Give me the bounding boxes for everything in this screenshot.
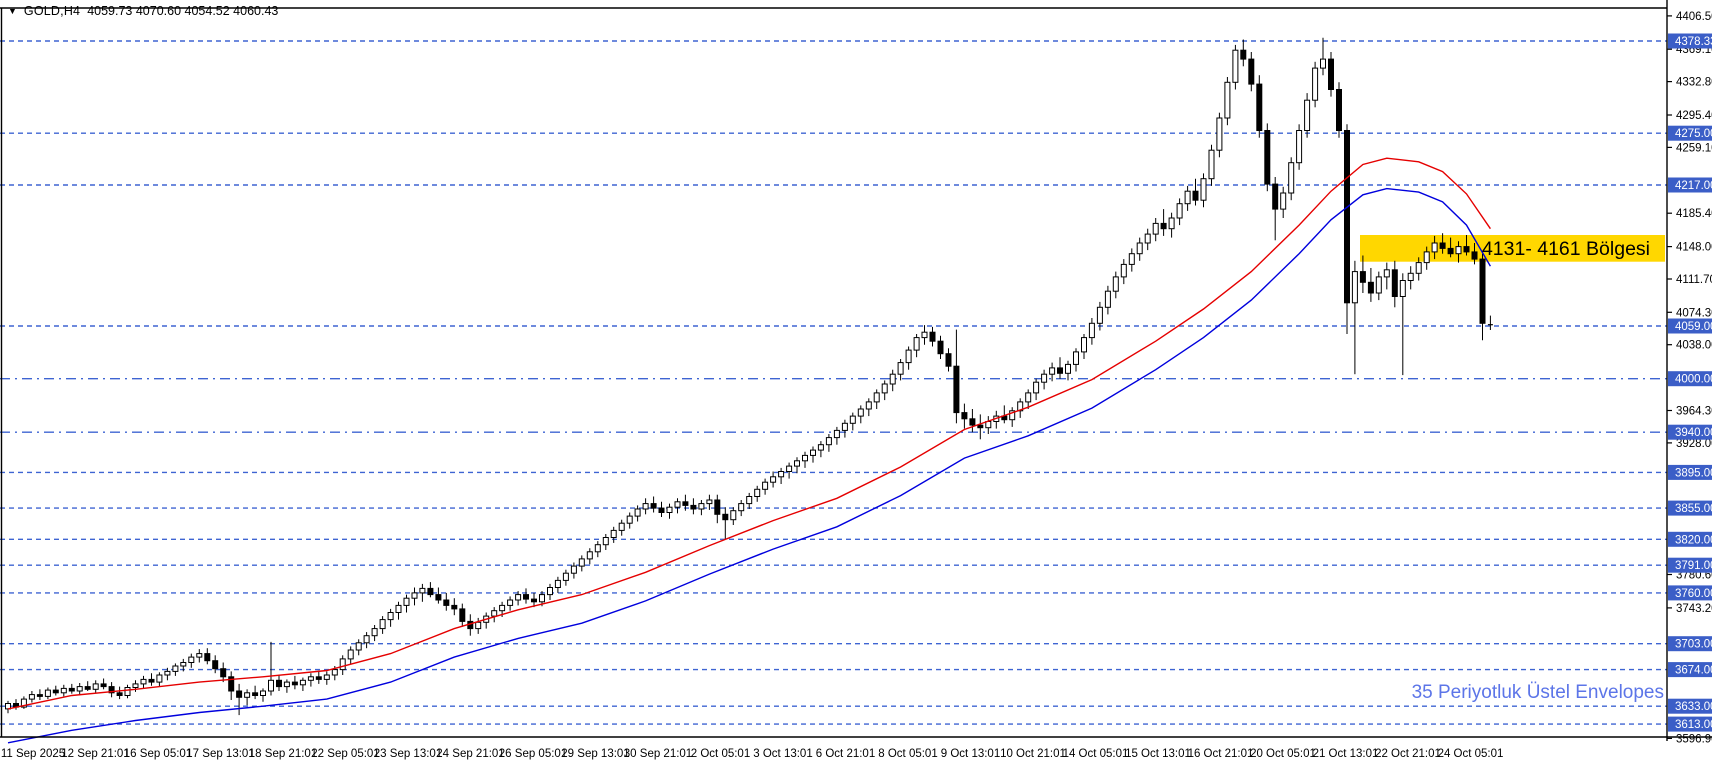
svg-text:4217.00: 4217.00 xyxy=(1675,180,1712,192)
price-level-badge: 4000.00 xyxy=(1668,371,1712,387)
chart-frame xyxy=(0,0,1712,741)
price-tick-label: 4148.00 xyxy=(1676,242,1712,254)
candles-layer xyxy=(5,37,1493,716)
svg-text:4275.00: 4275.00 xyxy=(1675,128,1712,140)
svg-text:3791.00: 3791.00 xyxy=(1675,560,1712,572)
chart-title-bar: ▼ GOLD,H4 4059.73 4070.60 4054.52 4060.4… xyxy=(8,4,278,18)
time-tick-label: 30 Sep 21:01 xyxy=(624,748,692,760)
svg-text:3703.00: 3703.00 xyxy=(1675,639,1712,651)
time-tick-label: 15 Oct 13:01 xyxy=(1125,748,1191,760)
price-tick-label: 4038.00 xyxy=(1676,340,1712,352)
price-tick-label: 3964.30 xyxy=(1676,406,1712,418)
svg-text:3613.00: 3613.00 xyxy=(1675,719,1712,731)
price-tick-label: 3743.20 xyxy=(1676,603,1712,615)
time-tick-label: 6 Oct 21:01 xyxy=(816,748,875,760)
envelopes-annotation: 35 Periyotluk Üstel Envelopes xyxy=(1412,682,1664,703)
svg-text:3940.00: 3940.00 xyxy=(1675,427,1712,439)
price-tick-label: 4406.50 xyxy=(1676,11,1712,23)
svg-text:3633.00: 3633.00 xyxy=(1675,701,1712,713)
price-level-badge: 4217.00 xyxy=(1668,177,1712,193)
price-tick-label: 4111.70 xyxy=(1676,274,1712,286)
price-level-badge: 3760.00 xyxy=(1668,585,1712,601)
time-tick-label: 24 Sep 21:01 xyxy=(436,748,504,760)
price-level-badge: 3633.00 xyxy=(1668,698,1712,714)
price-level-badge: 3703.00 xyxy=(1668,636,1712,652)
price-level-badge: 3820.00 xyxy=(1668,531,1712,547)
price-level-badge: 4059.00 xyxy=(1668,318,1712,334)
svg-text:3820.00: 3820.00 xyxy=(1675,534,1712,546)
time-tick-label: 22 Oct 21:01 xyxy=(1375,748,1441,760)
ohlc-quote-label: 4059.73 4070.60 4054.52 4060.43 xyxy=(87,4,279,18)
time-tick-label: 29 Sep 13:01 xyxy=(561,748,629,760)
time-tick-label: 14 Oct 05:01 xyxy=(1063,748,1129,760)
price-level-lines xyxy=(0,40,1667,725)
price-tick-label: 3596.90 xyxy=(1676,733,1712,745)
svg-text:3855.00: 3855.00 xyxy=(1675,503,1712,515)
price-tick-label: 3928.00 xyxy=(1676,438,1712,450)
time-tick-label: 8 Oct 05:01 xyxy=(878,748,937,760)
time-tick-label: 20 Oct 05:01 xyxy=(1250,748,1316,760)
price-axis[interactable]: 4406.504369.104332.804295.404259.104185.… xyxy=(1667,11,1712,746)
svg-text:3674.00: 3674.00 xyxy=(1675,665,1712,677)
time-tick-label: 3 Oct 13:01 xyxy=(753,748,812,760)
symbol-timeframe-label: GOLD,H4 xyxy=(23,4,81,18)
price-tick-label: 4332.80 xyxy=(1676,77,1712,89)
price-tick-label: 4185.40 xyxy=(1676,208,1712,220)
time-tick-label: 16 Sep 05:01 xyxy=(124,748,192,760)
svg-text:3895.00: 3895.00 xyxy=(1675,467,1712,479)
zone-label: 4131- 4161 Bölgesi xyxy=(1482,238,1650,260)
price-level-badge: 4275.00 xyxy=(1668,125,1712,141)
svg-text:4378.33: 4378.33 xyxy=(1675,36,1712,48)
price-level-badge: 3855.00 xyxy=(1668,500,1712,516)
time-tick-label: 22 Sep 05:01 xyxy=(311,748,379,760)
svg-text:3760.00: 3760.00 xyxy=(1675,588,1712,600)
highlight-zone xyxy=(1360,235,1665,262)
price-tick-label: 4074.30 xyxy=(1676,307,1712,319)
time-tick-label: 18 Sep 21:01 xyxy=(249,748,317,760)
price-tick-label: 4295.40 xyxy=(1676,110,1712,122)
price-level-badge: 4378.33 xyxy=(1668,33,1712,49)
time-tick-label: 23 Sep 13:01 xyxy=(374,748,442,760)
price-level-badge: 3674.00 xyxy=(1668,662,1712,678)
price-level-badge: 3791.00 xyxy=(1668,557,1712,573)
time-tick-label: 17 Sep 13:01 xyxy=(186,748,254,760)
upper-envelope-line xyxy=(7,157,1491,710)
time-tick-label: 16 Oct 21:01 xyxy=(1188,748,1254,760)
time-tick-label: 11 Sep 2025 xyxy=(1,748,65,760)
symbol-dropdown-icon[interactable]: ▼ xyxy=(8,5,17,16)
svg-text:4059.00: 4059.00 xyxy=(1675,321,1712,333)
time-tick-label: 26 Sep 05:01 xyxy=(499,748,567,760)
price-level-badge: 3940.00 xyxy=(1668,424,1712,440)
time-tick-label: 2 Oct 05:01 xyxy=(691,748,750,760)
time-tick-label: 24 Oct 05:01 xyxy=(1438,748,1504,760)
time-tick-label: 10 Oct 21:01 xyxy=(1000,748,1066,760)
price-level-badge: 3895.00 xyxy=(1668,464,1712,480)
time-tick-label: 12 Sep 21:01 xyxy=(61,748,129,760)
price-tick-label: 4259.10 xyxy=(1676,142,1712,154)
time-tick-label: 21 Oct 13:01 xyxy=(1313,748,1379,760)
time-tick-label: 9 Oct 13:01 xyxy=(941,748,1000,760)
svg-text:4000.00: 4000.00 xyxy=(1675,374,1712,386)
lower-envelope-line xyxy=(7,187,1492,744)
price-level-badge: 3613.00 xyxy=(1668,716,1712,732)
